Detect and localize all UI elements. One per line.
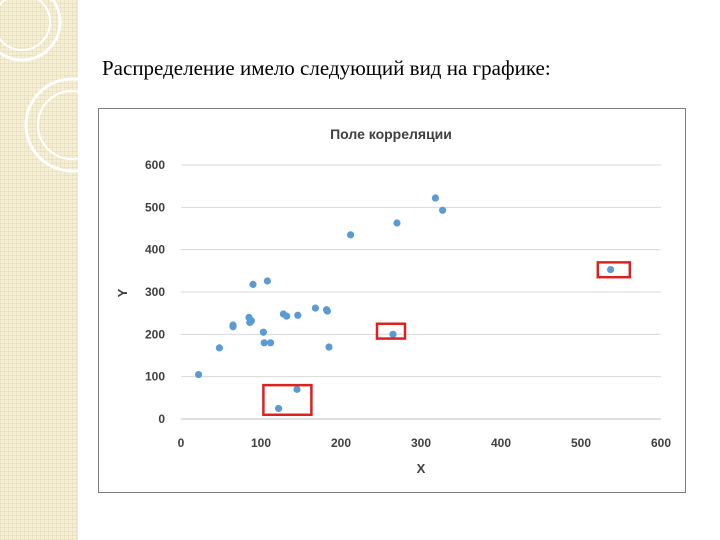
scatter-point [311, 304, 319, 312]
x-tick-label: 400 [491, 436, 511, 450]
scatter-point [294, 311, 302, 319]
y-tick-label: 100 [145, 370, 165, 384]
y-tick-label: 0 [158, 412, 165, 426]
chart-title: Поле корреляции [330, 126, 452, 142]
y-tick-label: 200 [145, 327, 165, 341]
scatter-point [275, 404, 283, 413]
scatter-point [229, 321, 237, 329]
scatter-point [263, 277, 271, 285]
x-tick-label: 300 [411, 436, 431, 450]
chart-canvas: 0 100 200 300 400 500 600 0 100 200 300 400 500 600 П… [115, 126, 671, 476]
x-axis-label: X [417, 461, 426, 476]
slide-heading: Распределение имело следующий вид на гра… [102, 56, 551, 80]
scatter-point [393, 219, 401, 227]
x-tick-label: 600 [651, 436, 671, 450]
scatter-point [259, 328, 267, 336]
scatter-point [249, 280, 257, 288]
x-tick-label: 200 [331, 436, 351, 450]
scatter-point [260, 339, 268, 347]
scatter-point [293, 385, 301, 393]
data-points [195, 194, 615, 413]
scatter-point [247, 317, 255, 325]
scatter-point [439, 206, 447, 214]
x-tick-label: 100 [251, 436, 271, 450]
outlier-highlight-box [596, 261, 632, 279]
y-axis-label: Y [115, 288, 130, 297]
scatter-point [389, 330, 397, 338]
outlier-highlight-box [375, 322, 407, 340]
x-tick-label: 500 [571, 436, 591, 450]
grid-lines [181, 164, 661, 420]
scatter-point [323, 307, 331, 315]
x-tick-label: 0 [178, 436, 185, 450]
scatter-point [267, 339, 275, 347]
decorative-circles [0, 0, 78, 173]
scatter-point [283, 312, 291, 320]
y-tick-label: 500 [145, 200, 165, 214]
scatter-point [347, 231, 355, 239]
y-tick-label: 400 [145, 243, 165, 257]
scatter-point [325, 343, 333, 351]
decorative-side-strip [0, 0, 78, 540]
tick-labels: 0 100 200 300 400 500 600 0 100 200 300 400 500 600 [145, 158, 671, 450]
scatter-chart: 0 100 200 300 400 500 600 0 100 200 300 400 500 600 П… [98, 108, 686, 493]
highlight-boxes [262, 261, 632, 417]
outlier-highlight-box [262, 383, 313, 417]
scatter-point [607, 265, 615, 274]
scatter-point [215, 344, 223, 352]
scatter-point [195, 370, 203, 379]
y-tick-label: 300 [145, 285, 165, 299]
y-tick-label: 600 [145, 158, 165, 172]
scatter-point [431, 194, 439, 202]
